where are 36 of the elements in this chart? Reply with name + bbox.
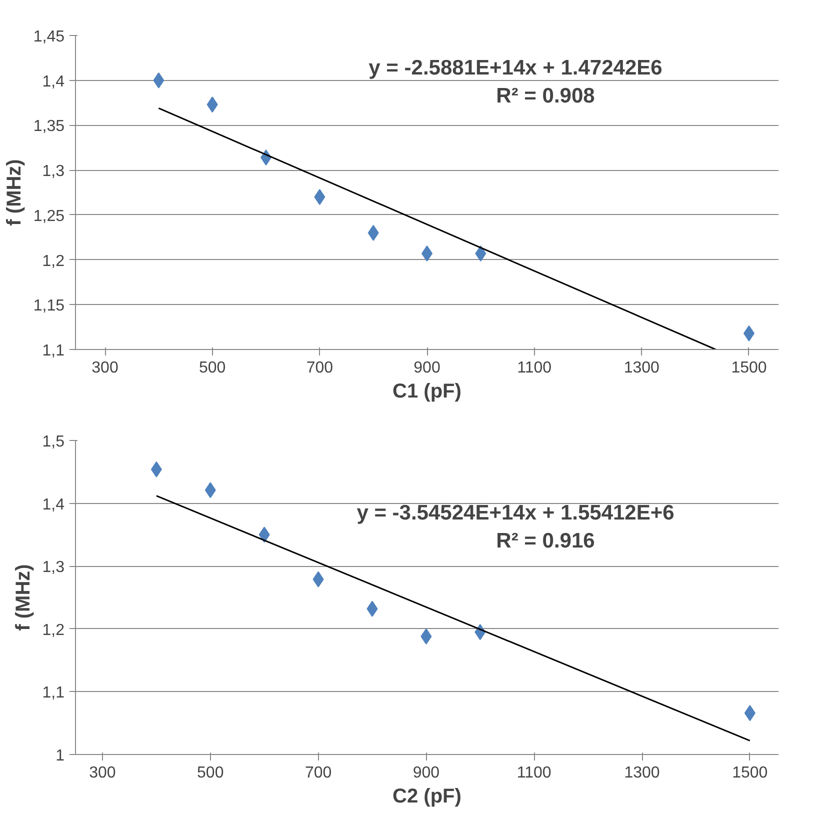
y-tick-label: 1,3 [42,559,65,576]
y-axis-title: f (MHz) [3,159,26,226]
annotation: y = -3.54524E+14x + 1.55412E+6 [356,502,674,524]
y-axis-title: f (MHz) [12,564,34,631]
y-tick-label: 1,1 [42,342,65,360]
y-tick-label: 1,1 [42,684,65,702]
y-tick-label: 1,2 [42,252,65,270]
y-tick-label: 1,3 [42,163,65,180]
x-tick-label: 700 [306,360,334,376]
y-tick-label: 1,2 [42,622,65,639]
y-tick-label: 1,4 [42,496,65,514]
x-tick-label: 900 [414,360,440,376]
annotation: y = -2.5881E+14x + 1.47242E6 [368,56,662,80]
x-tick-label: 1500 [731,360,767,376]
y-tick-label: 1 [56,748,65,764]
x-tick-label: 300 [89,764,116,782]
y-tick-label: 1,15 [33,298,65,315]
x-tick-label: 500 [198,360,226,376]
x-tick-label: 900 [412,764,440,782]
y-tick-label: 1,45 [33,28,65,46]
annotation: R² = 0.916 [496,530,595,552]
x-axis-title: C1 (pF) [392,380,462,402]
x-tick-label: 1300 [624,360,660,376]
y-tick-label: 1,35 [33,118,65,136]
x-axis-title: C2 (pF) [392,786,462,808]
y-tick-label: 1,25 [33,208,65,225]
y-tick-label: 1,4 [42,73,65,90]
y-tick-label: 1,5 [42,434,65,450]
x-tick-label: 1300 [624,764,660,782]
x-tick-label: 300 [92,360,118,376]
x-tick-label: 500 [197,764,224,782]
x-tick-label: 1100 [517,360,552,376]
x-tick-label: 700 [304,764,332,782]
x-tick-label: 1500 [732,764,768,782]
annotation: R² = 0.908 [496,84,596,108]
x-tick-label: 1100 [516,764,552,782]
